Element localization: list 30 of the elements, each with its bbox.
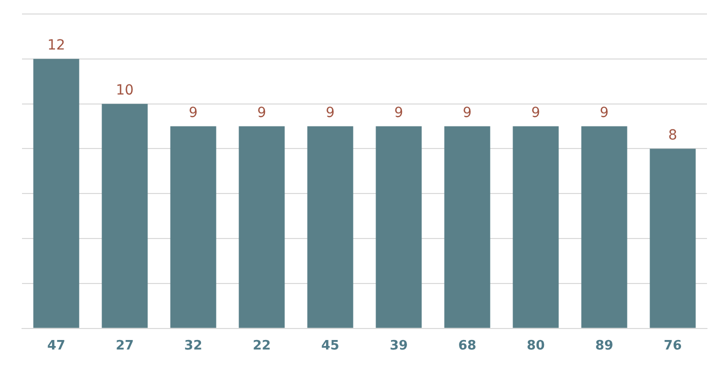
bar — [170, 126, 216, 328]
x-tick-label: 80 — [526, 338, 545, 354]
data-label: 9 — [257, 104, 266, 121]
x-tick-label: 47 — [47, 338, 66, 354]
data-label: 9 — [326, 104, 335, 121]
x-tick-label: 45 — [321, 338, 340, 354]
bar — [650, 148, 696, 328]
data-label: 10 — [116, 82, 134, 98]
x-tick-label: 68 — [458, 338, 476, 354]
bar — [581, 126, 628, 328]
x-tick-label: 27 — [116, 338, 134, 354]
data-label: 9 — [600, 104, 609, 121]
x-tick-label: 22 — [252, 338, 271, 354]
bar — [238, 126, 285, 328]
bar — [444, 126, 490, 328]
x-tick-label: 89 — [595, 338, 614, 354]
bar — [512, 126, 559, 328]
x-tick-label: 76 — [664, 338, 682, 354]
bar — [102, 104, 148, 328]
x-tick-label: 32 — [184, 338, 202, 354]
data-label: 9 — [531, 104, 540, 121]
bar — [376, 126, 422, 328]
bar — [307, 126, 354, 328]
data-label: 9 — [462, 104, 472, 121]
data-label: 8 — [668, 127, 678, 144]
x-tick-label: 39 — [390, 338, 408, 354]
bar — [33, 58, 80, 328]
data-label: 9 — [188, 104, 198, 121]
data-label: 9 — [394, 104, 404, 121]
data-label: 12 — [47, 38, 66, 54]
